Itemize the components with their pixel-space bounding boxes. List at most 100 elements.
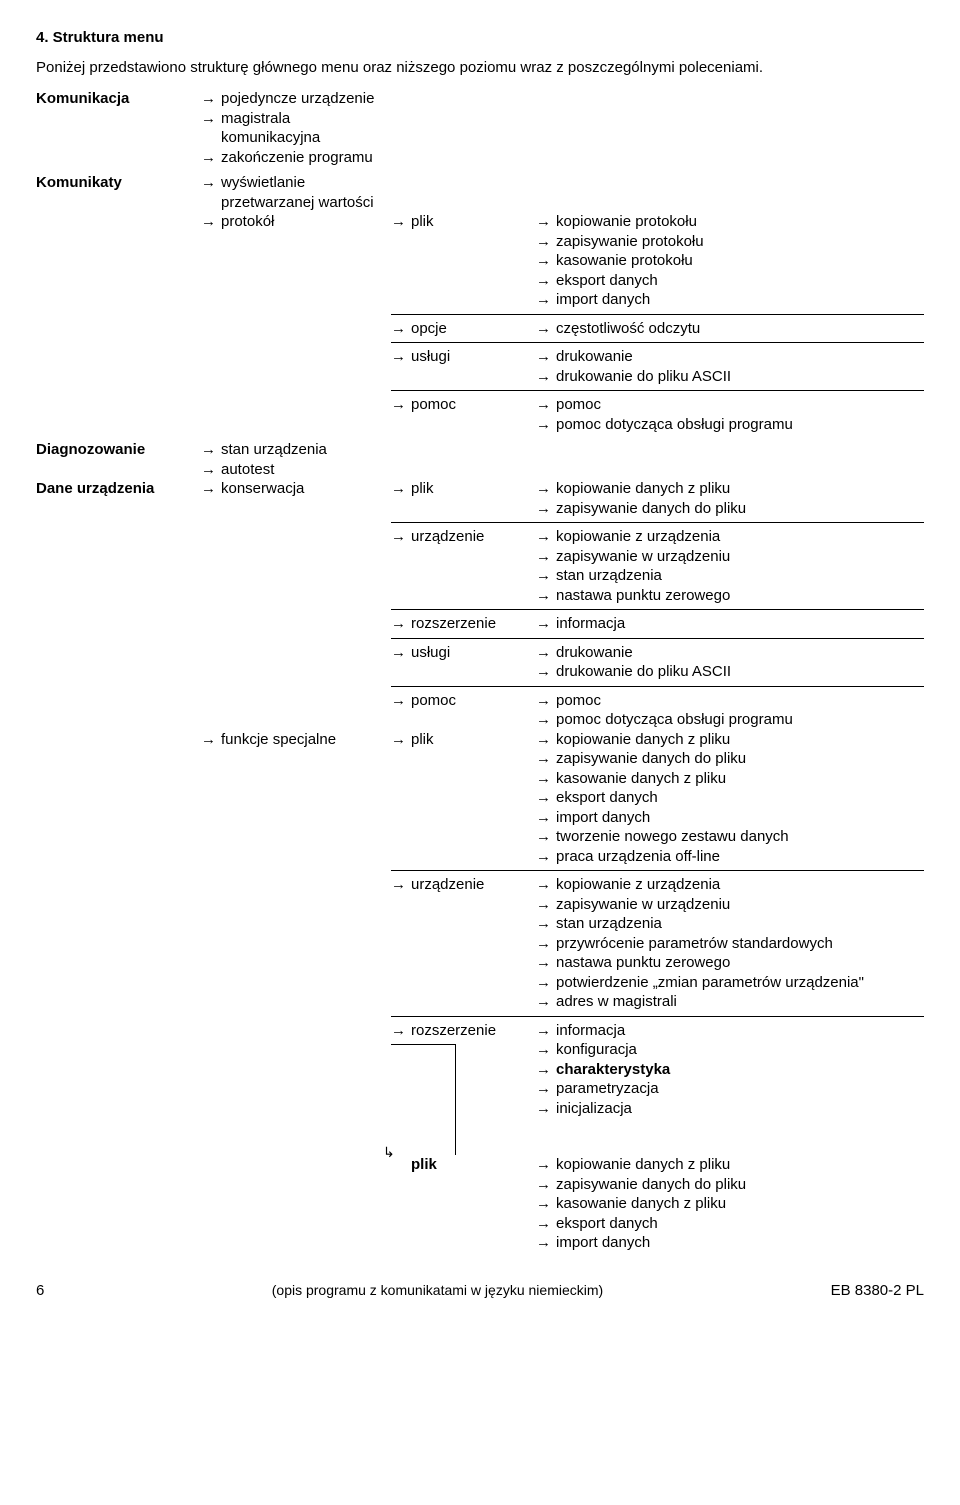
arrow-icon: → (536, 1079, 556, 1099)
arrow-icon: → (536, 730, 556, 750)
elbow-connector: ↳ (391, 1044, 536, 1155)
arrow-icon: → (536, 527, 556, 547)
section-heading: 4. Struktura menu (36, 28, 924, 48)
arrow-icon: → (201, 89, 221, 109)
menu-item-label: stan urządzenia (221, 440, 391, 460)
menu-item: →konfiguracja (536, 1040, 924, 1060)
separator (36, 1012, 924, 1021)
menu-item: →eksport danych (536, 271, 924, 291)
menu-item-label: rozszerzenie (411, 614, 536, 634)
menu-item: →pomoc (536, 691, 924, 711)
menu-item-label: drukowanie (556, 643, 924, 663)
menu-item: →kopiowanie danych z pliku (536, 1155, 924, 1175)
menu-item: →plik (391, 479, 536, 499)
page-footer: 6 (opis programu z komunikatami w języku… (36, 1281, 924, 1301)
menu-item-label: zapisywanie danych do pliku (556, 1175, 924, 1195)
arrow-icon: → (536, 347, 556, 367)
section-row: →usługi →drukowanie→drukowanie do pliku … (36, 347, 924, 386)
menu-item: →urządzenie (391, 527, 536, 547)
section-row: →opcje →częstotliwość odczytu (36, 319, 924, 339)
arrow-icon: → (536, 586, 556, 606)
menu-item-label: zapisywanie danych do pliku (556, 749, 924, 769)
menu-item: →opcje (391, 319, 536, 339)
menu-item: →stan urządzenia (536, 566, 924, 586)
menu-item: →kopiowanie z urządzenia (536, 875, 924, 895)
menu-item: →rozszerzenie (391, 1021, 536, 1041)
col-d: →kopiowanie danych z pliku→zapisywanie d… (536, 730, 924, 867)
arrow-icon: → (536, 479, 556, 499)
menu-item: →import danych (536, 1233, 924, 1253)
menu-item: →autotest (201, 460, 391, 480)
menu-item: →plik (391, 730, 536, 750)
menu-item: →częstotliwość odczytu (536, 319, 924, 339)
section-label: Komunikaty (36, 173, 201, 193)
menu-item: →zakończenie programu (201, 148, 391, 168)
arrow-icon: → (391, 479, 411, 499)
menu-item: →pomoc (391, 691, 536, 711)
col-c: →rozszerzenie ↳ (391, 1021, 536, 1156)
col-d: →częstotliwość odczytu (536, 319, 924, 339)
arrow-icon: → (201, 730, 221, 750)
arrow-icon: → (536, 914, 556, 934)
section-row: →usługi →drukowanie→drukowanie do pliku … (36, 643, 924, 682)
menu-item: →kasowanie danych z pliku (536, 769, 924, 789)
arrow-icon: → (391, 614, 411, 634)
arrow-icon: → (391, 212, 411, 232)
arrow-icon: → (536, 662, 556, 682)
menu-item-label: kopiowanie protokołu (556, 212, 924, 232)
menu-item-label: plik (411, 479, 536, 499)
separator (36, 338, 924, 347)
col-c: →usługi (391, 643, 536, 663)
col-d: →kopiowanie protokołu→zapisywanie protok… (536, 212, 924, 310)
menu-item-label: przywrócenie parametrów standardowych (556, 934, 924, 954)
separator (36, 518, 924, 527)
section-row: →pomoc →pomoc→pomoc dotycząca obsługi pr… (36, 395, 924, 434)
menu-item: →stan urządzenia (536, 914, 924, 934)
arrow-icon: → (391, 395, 411, 415)
menu-item-label: autotest (221, 460, 391, 480)
menu-item: →nastawa punktu zerowego (536, 586, 924, 606)
menu-item-label: kasowanie danych z pliku (556, 1194, 924, 1214)
menu-item: →pojedyncze urządzenie (201, 89, 391, 109)
menu-item-label: pomoc dotycząca obsługi programu (556, 710, 924, 730)
menu-item-label: drukowanie do pliku ASCII (556, 662, 924, 682)
menu-item-label: inicjalizacja (556, 1099, 924, 1119)
arrow-icon: → (536, 992, 556, 1012)
menu-item: →informacja (536, 614, 924, 634)
menu-item-label: kopiowanie danych z pliku (556, 479, 924, 499)
menu-item: →pomoc dotycząca obsługi programu (536, 710, 924, 730)
menu-item-label: adres w magistrali (556, 992, 924, 1012)
menu-item: →import danych (536, 808, 924, 828)
arrow-icon: → (536, 1214, 556, 1234)
menu-item-label: kasowanie danych z pliku (556, 769, 924, 789)
menu-item: →praca urządzenia off-line (536, 847, 924, 867)
arrow-icon: → (536, 934, 556, 954)
menu-item-label: usługi (411, 347, 536, 367)
menu-item: →informacja (536, 1021, 924, 1041)
arrow-icon: → (391, 347, 411, 367)
section-row: Diagnozowanie →stan urządzenia→autotest (36, 440, 924, 479)
arrow-icon: → (201, 109, 221, 129)
col-c: →opcje (391, 319, 536, 339)
menu-item-label: kopiowanie danych z pliku (556, 730, 924, 750)
arrow-icon: → (536, 212, 556, 232)
arrow-icon: → (536, 232, 556, 252)
separator (36, 634, 924, 643)
menu-item: →pomoc (391, 395, 536, 415)
arrow-icon: → (536, 691, 556, 711)
menu-item-label: magistrala komunikacyjna (221, 109, 391, 148)
arrow-icon: → (536, 566, 556, 586)
intro-text: Poniżej przedstawiono strukturę głównego… (36, 58, 924, 78)
col-b: →konserwacja (201, 479, 391, 499)
menu-item-label: zapisywanie protokołu (556, 232, 924, 252)
arrow-icon: → (391, 643, 411, 663)
menu-item-label: charakterystyka (556, 1060, 924, 1080)
menu-item: →usługi (391, 643, 536, 663)
arrow-icon: → (201, 460, 221, 480)
arrow-icon: → (536, 875, 556, 895)
arrow-icon: → (536, 251, 556, 271)
menu-item-label: kasowanie protokołu (556, 251, 924, 271)
menu-item-label: pomoc (556, 395, 924, 415)
menu-item-label: kopiowanie z urządzenia (556, 527, 924, 547)
section-row: plik →kopiowanie danych z pliku→zapisywa… (36, 1155, 924, 1253)
